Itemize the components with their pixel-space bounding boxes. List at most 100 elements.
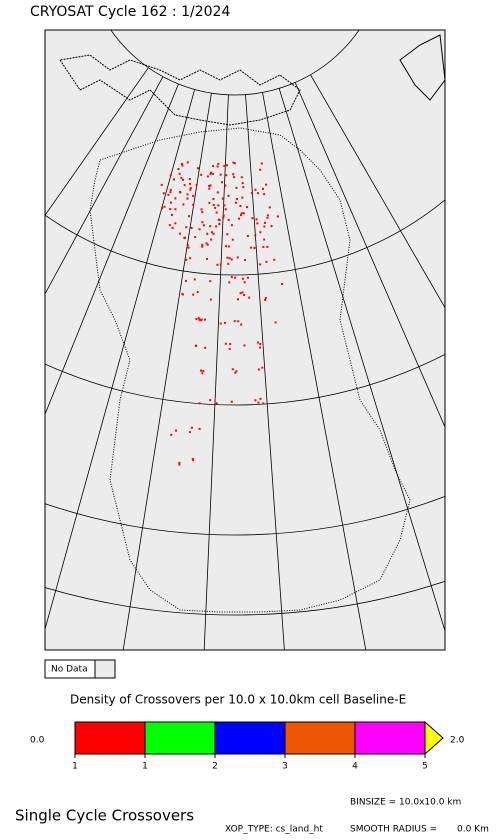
crossover-point: [209, 280, 212, 283]
crossover-point: [234, 201, 237, 204]
crossover-point: [219, 173, 222, 176]
crossover-point: [192, 459, 195, 462]
meridian: [45, 83, 179, 416]
colorbar-segment: [284, 721, 356, 755]
coastline: [59, 34, 445, 613]
crossover-point: [242, 212, 245, 215]
crossover-point: [225, 164, 228, 167]
crossover-point: [222, 214, 225, 217]
crossover-point: [266, 216, 269, 219]
crossover-point: [198, 228, 201, 231]
crossover-point: [221, 197, 224, 200]
crossover-point: [234, 371, 237, 374]
crossover-point: [188, 178, 191, 181]
crossover-point: [201, 243, 204, 246]
crossover-point: [215, 211, 218, 214]
crossover-point: [276, 215, 279, 218]
crossover-point: [198, 402, 201, 405]
crossover-point: [169, 191, 172, 194]
crossover-point: [263, 225, 266, 228]
crossover-point: [243, 344, 246, 347]
crossover-point: [224, 184, 227, 187]
crossover-point: [187, 246, 190, 249]
colorbar-tick-label: 4: [352, 762, 358, 772]
crossover-point: [212, 204, 215, 207]
crossover-point: [181, 292, 184, 295]
crossover-point: [251, 217, 254, 220]
crossover-point: [246, 276, 249, 279]
graticule: [45, 30, 445, 650]
crossover-point: [192, 293, 195, 296]
crossover-point: [179, 232, 182, 235]
crossover-point: [235, 186, 238, 189]
colorbar-tick-label: 1: [142, 762, 148, 772]
crossover-point: [241, 182, 244, 185]
crossover-point: [241, 277, 244, 280]
smooth-radius: SMOOTH RADIUS =: [350, 825, 437, 835]
crossover-point: [240, 176, 243, 179]
crossover-point: [169, 208, 172, 211]
crossover-point: [219, 263, 222, 266]
crossover-point: [227, 245, 230, 248]
crossover-point: [237, 320, 240, 323]
crossover-point: [259, 231, 262, 234]
colorbar-segment: [144, 721, 216, 755]
xop-type: XOP_TYPE: cs_land_ht: [225, 825, 323, 835]
crossover-point: [174, 208, 177, 211]
crossover-point: [163, 205, 166, 208]
crossover-point: [274, 321, 277, 324]
colorbar-segment: [354, 721, 426, 755]
crossover-point: [270, 225, 273, 228]
crossover-point: [170, 213, 173, 216]
meridian: [278, 88, 445, 633]
crossover-point: [214, 206, 217, 209]
crossover-point: [194, 344, 197, 347]
crossover-point: [178, 172, 181, 175]
crossover-point: [259, 168, 262, 171]
crossover-point: [217, 204, 220, 207]
crossover-point: [237, 298, 240, 301]
crossover-point: [216, 191, 219, 194]
crossover-point: [223, 164, 226, 167]
crossover-point: [180, 162, 183, 165]
crossover-point: [212, 165, 215, 168]
colorbar-tick-label: 1: [72, 762, 78, 772]
crossover-point: [224, 208, 227, 211]
crossover-point: [203, 318, 206, 321]
crossover-point: [259, 343, 262, 346]
crossover-point: [250, 192, 253, 195]
crossover-point: [262, 402, 265, 405]
crossover-point: [160, 183, 163, 186]
crossover-point: [197, 167, 200, 170]
crossover-point: [185, 226, 188, 229]
colorbar-tick-label: 3: [282, 762, 288, 772]
crossover-point: [161, 207, 164, 210]
crossover-point: [227, 218, 230, 221]
crossover-point: [248, 296, 251, 299]
crossover-point: [200, 173, 203, 176]
crossover-point: [255, 218, 258, 221]
crossover-point: [196, 291, 199, 294]
crossover-point: [250, 246, 253, 249]
crossover-point: [189, 182, 192, 185]
crossover-point: [262, 245, 265, 248]
no-data-label: No Data: [51, 665, 88, 675]
meridian: [245, 94, 285, 650]
crossover-point: [168, 224, 171, 227]
crossover-point: [254, 399, 257, 402]
crossover-point: [209, 399, 212, 402]
crossover-point: [186, 197, 189, 200]
crossover-point: [227, 194, 230, 197]
crossover-point: [185, 258, 188, 261]
crossover-point: [225, 245, 228, 248]
crossover-point: [264, 297, 267, 300]
crossover-point: [235, 370, 238, 373]
latitude-circle: [45, 495, 445, 536]
crossover-point: [206, 175, 209, 178]
crossover-point: [230, 400, 233, 403]
crossover-point: [234, 276, 237, 279]
crossover-point: [189, 187, 192, 190]
crossover-point: [209, 172, 212, 175]
crossover-point: [226, 233, 229, 236]
meridian: [310, 74, 445, 309]
